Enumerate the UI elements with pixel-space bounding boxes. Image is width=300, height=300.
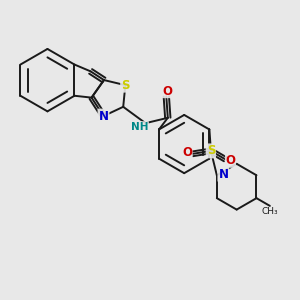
Text: O: O [162, 85, 172, 98]
Text: O: O [182, 146, 192, 159]
Text: S: S [121, 79, 130, 92]
Text: S: S [207, 144, 215, 158]
Text: O: O [226, 154, 236, 167]
Text: CH₃: CH₃ [262, 207, 278, 216]
Text: NH: NH [131, 122, 148, 132]
Text: N: N [98, 110, 109, 123]
Text: N: N [218, 168, 228, 181]
